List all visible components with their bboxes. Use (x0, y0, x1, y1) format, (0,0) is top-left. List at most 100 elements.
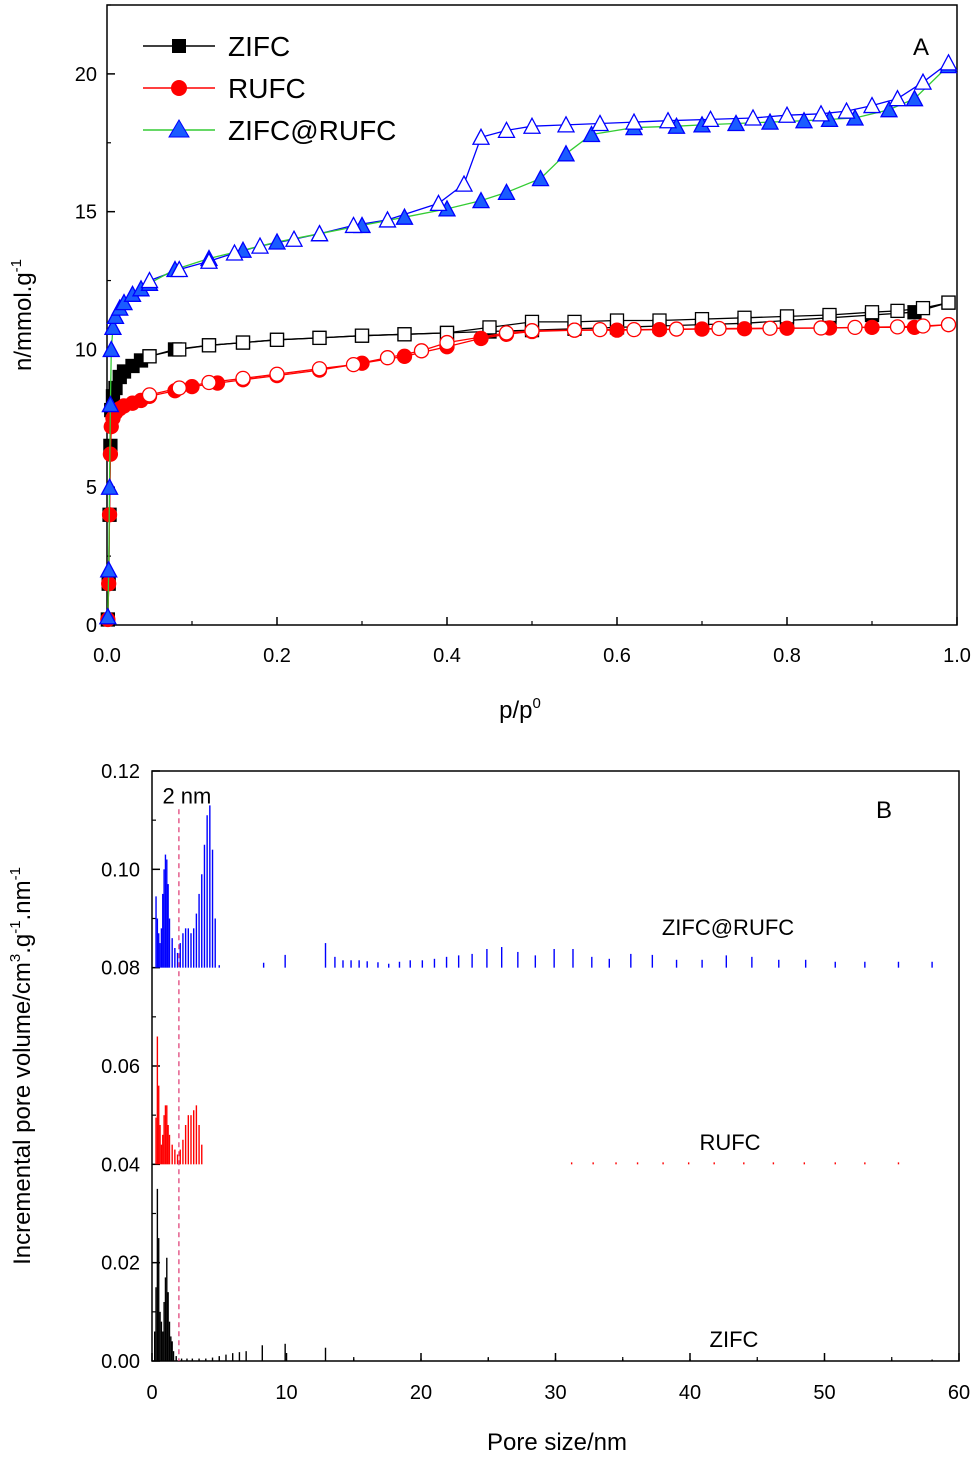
desorption-point (354, 328, 370, 343)
desorption-point (915, 318, 931, 334)
panel-a: 0.0 0.2 0.4 0.6 0.8 1.0 0 5 10 15 20 A ZIFC RUFC Z… (8, 4, 971, 724)
desorption-point (864, 305, 880, 320)
desorption-point (624, 112, 644, 130)
desorption-point (498, 325, 515, 341)
a-ytick-label: 5 (86, 477, 97, 499)
desorption-point (497, 120, 516, 139)
desorption-point (847, 319, 863, 336)
legend-marker-zifc-rufc (168, 119, 190, 138)
desorption-point (471, 127, 491, 145)
b-xtick-label: 30 (544, 1382, 566, 1404)
adsorption-point (395, 207, 414, 225)
desorption-point (711, 320, 727, 337)
desorption-point (235, 335, 251, 350)
desorption-point (890, 303, 905, 319)
ylabel-superscript: -1 (7, 920, 24, 933)
series-rufc (100, 316, 957, 628)
desorption-point (743, 108, 763, 126)
adsorption-point (114, 293, 134, 311)
desorption-point (811, 104, 831, 122)
panel-a-ylabel: n/mmol.g-1 (8, 259, 37, 371)
desorption-point (201, 374, 217, 391)
desorption-point (566, 322, 583, 338)
adsorption-point (609, 322, 625, 338)
desorption-point (762, 320, 778, 336)
a-xtick-label: 0.4 (433, 645, 461, 667)
adsorption-point (582, 125, 601, 143)
ylabel-text: .g (9, 934, 36, 954)
adsorption-point (726, 114, 746, 132)
desorption-point (813, 320, 829, 336)
ylabel-superscript: -1 (7, 867, 24, 880)
b-ytick-label: 0.08 (101, 958, 140, 980)
adsorption-point (106, 306, 125, 325)
a-xtick-label: 0.8 (773, 645, 801, 667)
b-xtick-label: 40 (679, 1382, 701, 1404)
desorption-point (658, 111, 678, 129)
a-xtick-label: 0.6 (603, 645, 631, 667)
desorption-point (378, 210, 397, 228)
desorption-point (397, 327, 412, 342)
desorption-point (311, 361, 328, 377)
panel-a-label: A (913, 34, 929, 61)
desorption-point (439, 334, 455, 351)
desorption-point (250, 236, 270, 254)
panel-b-frame (151, 770, 960, 1362)
desorption-point (345, 356, 362, 373)
a-xtick-label: 1.0 (943, 645, 971, 667)
desorption-point (941, 295, 956, 310)
b-ytick-label: 0.00 (101, 1351, 140, 1373)
desorption-point (668, 321, 685, 337)
adsorption-point (100, 477, 119, 495)
desorption-point (701, 109, 720, 128)
desorption-point (199, 251, 219, 269)
adsorption-point (760, 112, 780, 130)
a-xtick-label: 0.2 (263, 645, 291, 667)
b-ytick-label: 0.12 (101, 761, 140, 783)
b-ytick-label: 0.06 (101, 1056, 140, 1078)
panel-b: 0 10 20 30 40 50 60 0.00 0.02 0.04 0.06 0.08 0.10 0.1… (7, 761, 970, 1456)
desorption-point (939, 53, 958, 71)
adsorption-point (184, 378, 200, 395)
desorption-point (482, 320, 497, 335)
desorption-point (235, 370, 251, 387)
desorption-point (429, 194, 448, 212)
desorption-point (592, 321, 608, 338)
adsorption-point (736, 321, 753, 337)
desorption-point (171, 380, 187, 396)
panel-b-axes: 0 10 20 30 40 50 60 0.00 0.02 0.04 0.06 0.08 0.10 0.1… (101, 761, 970, 1404)
bars-zifc (153, 1188, 933, 1361)
b-ytick-label: 0.04 (101, 1154, 140, 1176)
adsorption-point (396, 348, 413, 364)
adsorption-point (694, 321, 710, 337)
panel-a-legend: ZIFC RUFC ZIFC@RUFC (143, 31, 396, 146)
adsorption-point (556, 144, 576, 162)
desorption-point (141, 387, 158, 403)
adsorption-point (651, 321, 668, 338)
desorption-point (940, 316, 957, 333)
series-zifc (100, 295, 956, 627)
desorption-point (889, 319, 906, 335)
adsorption-point (99, 560, 118, 578)
b-xtick-label: 20 (410, 1382, 432, 1404)
desorption-point (142, 349, 157, 364)
ylabel-text: Incremental pore volume/cm (9, 962, 36, 1265)
ylabel-superscript: 3 (7, 954, 24, 962)
adsorption-line (107, 323, 949, 620)
legend-marker-rufc (171, 80, 187, 96)
legend-marker-zifc (172, 39, 186, 53)
desorption-point (915, 300, 931, 316)
adsorption-point (103, 318, 123, 336)
desorption-point (269, 332, 285, 347)
desorption-point (888, 89, 907, 107)
desorption-point (170, 260, 189, 278)
desorption-point (312, 330, 327, 346)
panel-b-xlabel: Pore size/nm (487, 1429, 627, 1456)
desorption-point (344, 216, 363, 234)
adsorption-point (497, 182, 516, 201)
bars-zifc-rufc (155, 805, 933, 968)
b-xtick-label: 0 (146, 1382, 157, 1404)
b-xtick-label: 50 (813, 1382, 835, 1404)
a-ytick-label: 15 (75, 202, 97, 224)
